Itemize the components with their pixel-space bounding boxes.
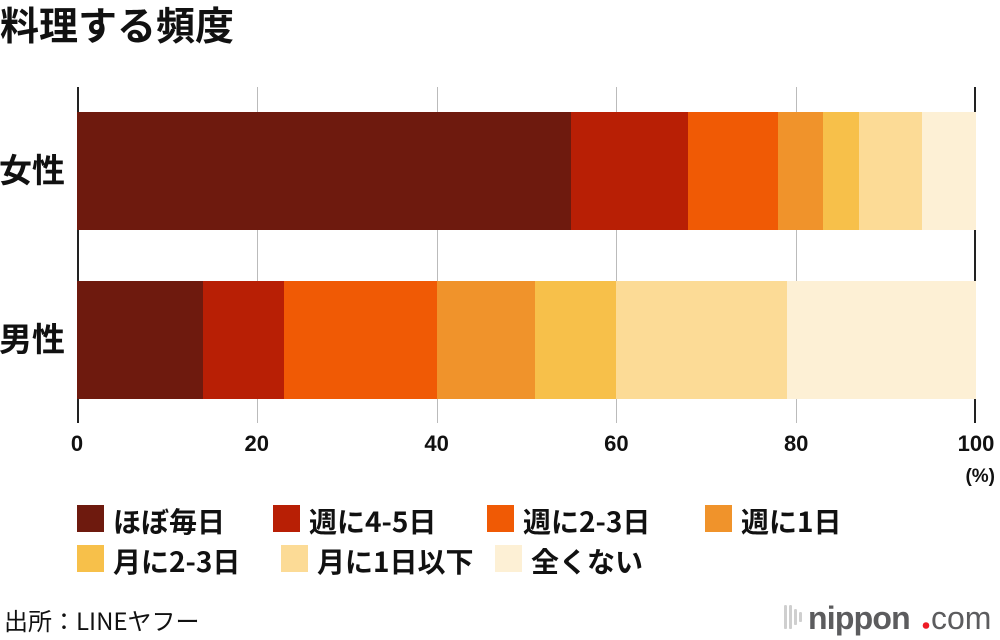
svg-text:nippon: nippon bbox=[808, 600, 910, 636]
svg-text:com: com bbox=[931, 600, 991, 636]
